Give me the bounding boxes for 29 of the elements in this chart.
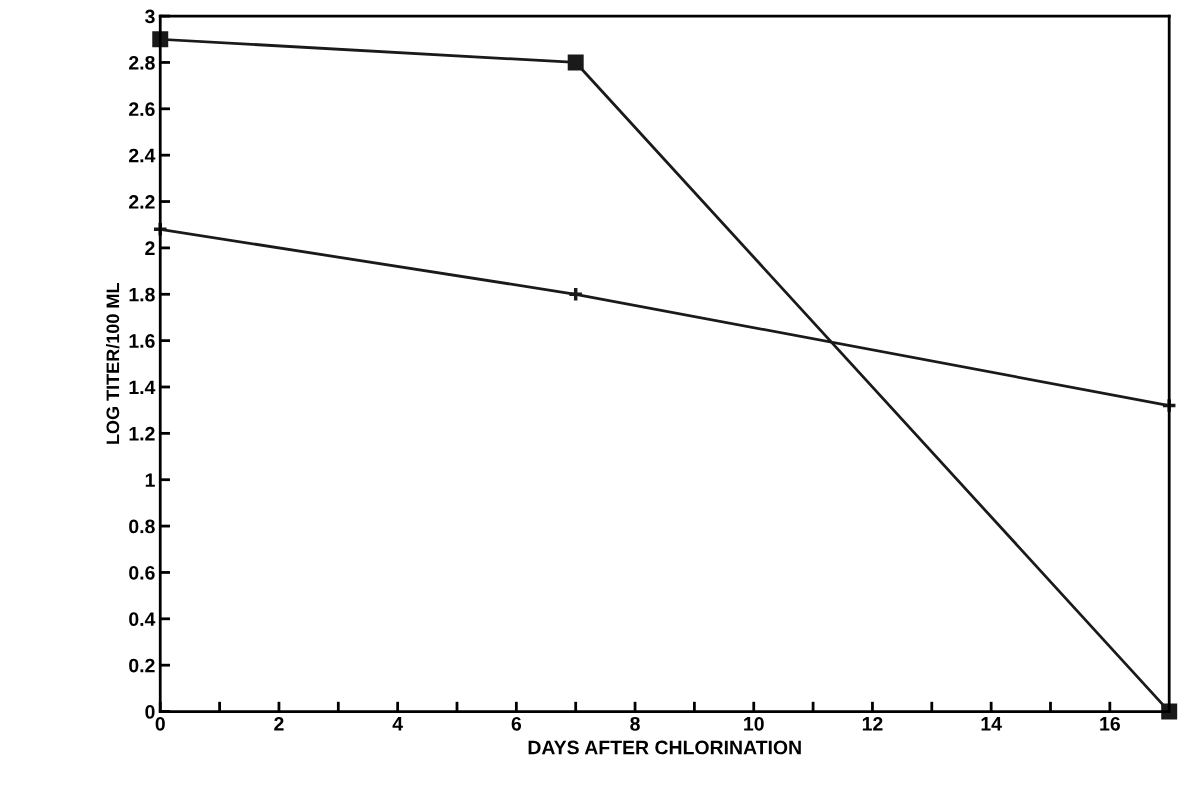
x-tick-label: 10 xyxy=(744,716,764,731)
y-axis-title: LOG TITER/100 ML xyxy=(105,283,120,444)
y-tick-label: 2.8 xyxy=(129,55,155,70)
x-tick-label: 6 xyxy=(511,716,522,731)
y-tick-label: 1 xyxy=(145,473,155,487)
point xyxy=(567,286,584,303)
x-axis-title: DAYS AFTER CHLORINATION xyxy=(528,740,801,755)
y-tick-label: 0.4 xyxy=(129,612,156,627)
x-tick-label: 12 xyxy=(862,716,883,731)
y-tick-label: 1.6 xyxy=(129,334,155,348)
point xyxy=(1161,397,1178,414)
y-tick-label: 2 xyxy=(145,241,155,255)
x-tick-label: 4 xyxy=(392,717,403,731)
x-tick-label: 8 xyxy=(630,716,640,731)
y-tick-label: 1.8 xyxy=(129,287,155,302)
x-tick-label: 14 xyxy=(981,717,1002,731)
y-tick-label: 1.2 xyxy=(129,426,155,441)
y-tick-label: 0 xyxy=(145,705,155,719)
y-tick-label: 1.4 xyxy=(129,380,156,395)
point xyxy=(567,54,584,71)
y-tick-label: 0.2 xyxy=(129,658,155,673)
y-tick-label: 0.8 xyxy=(129,519,155,534)
y-tick-label: 2.4 xyxy=(129,148,156,163)
y-tick-label: 0.6 xyxy=(129,565,155,580)
y-tick-label: 3 xyxy=(145,9,155,24)
x-tick-label: 2 xyxy=(274,716,284,731)
y-tick-label: 2.6 xyxy=(129,102,155,117)
x-tick-label: 16 xyxy=(1100,716,1120,731)
y-tick-label: 2.2 xyxy=(129,195,155,209)
